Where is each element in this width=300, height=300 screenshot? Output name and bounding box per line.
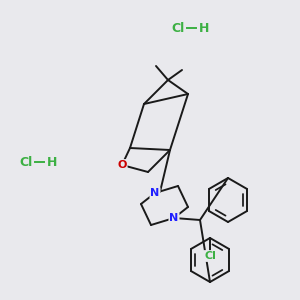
Text: N: N bbox=[169, 213, 178, 223]
Text: H: H bbox=[47, 155, 57, 169]
Text: Cl: Cl bbox=[20, 155, 33, 169]
Text: O: O bbox=[117, 160, 127, 170]
Text: H: H bbox=[199, 22, 209, 34]
Text: Cl: Cl bbox=[204, 251, 216, 261]
Text: Cl: Cl bbox=[171, 22, 184, 34]
Text: N: N bbox=[150, 188, 160, 198]
